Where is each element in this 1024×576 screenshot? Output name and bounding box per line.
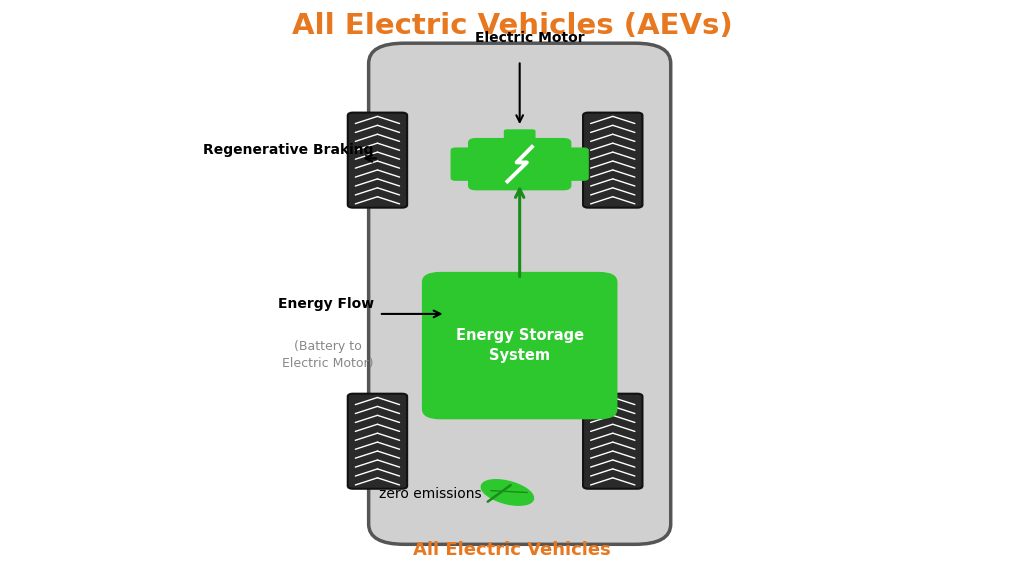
FancyBboxPatch shape [583, 394, 642, 488]
FancyBboxPatch shape [504, 130, 536, 146]
Text: (Battery to
Electric Motor): (Battery to Electric Motor) [283, 340, 374, 370]
FancyBboxPatch shape [348, 394, 408, 488]
Text: Energy Storage
System: Energy Storage System [456, 328, 584, 363]
Text: Electric Motor: Electric Motor [475, 31, 585, 45]
FancyBboxPatch shape [583, 113, 642, 207]
FancyBboxPatch shape [348, 113, 408, 207]
Text: zero emissions: zero emissions [379, 487, 482, 501]
FancyBboxPatch shape [556, 147, 589, 181]
Text: All Electric Vehicles (AEVs): All Electric Vehicles (AEVs) [292, 12, 732, 40]
Text: Regenerative Braking: Regenerative Braking [203, 143, 374, 157]
FancyBboxPatch shape [468, 138, 571, 190]
FancyBboxPatch shape [422, 272, 617, 419]
FancyBboxPatch shape [451, 147, 483, 181]
Text: All Electric Vehicles: All Electric Vehicles [413, 541, 611, 559]
FancyBboxPatch shape [369, 43, 671, 544]
Text: Energy Flow: Energy Flow [278, 297, 374, 311]
Polygon shape [481, 480, 534, 505]
